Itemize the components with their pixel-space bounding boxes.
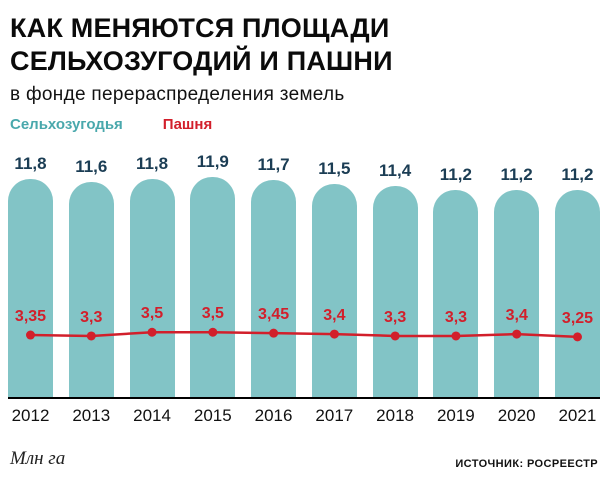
bar-value-label: 11,2 [500,164,533,184]
line-value-label: 3,3 [444,308,468,326]
bar [190,176,236,397]
bar [8,178,53,397]
bar [251,180,297,397]
plot-area: 11,8 3,35 11,6 3,3 11,8 3,5 11,9 3,5 11,7 3,45 11,… [8,145,600,397]
bar-column: 11,9 [190,151,236,397]
bar-column: 11,5 [311,159,357,397]
line-value-label: 3,35 [14,307,47,325]
line-value-label: 3,4 [505,306,528,324]
title-line-2: СЕЛЬХОЗУГОДИЙ И ПАШНИ [10,45,393,76]
page-title: КАК МЕНЯЮТСЯ ПЛОЩАДИ СЕЛЬХОЗУГОДИЙ И ПАШ… [10,12,598,78]
legend-series-2: Пашня [162,115,213,133]
footer: Млн га ИСТОЧНИК: РОСРЕЕСТР [10,448,598,470]
bar [372,185,418,397]
x-axis-line [8,396,600,399]
bar-value-label: 11,7 [257,155,290,175]
line-value-label: 3,45 [258,306,290,324]
header: КАК МЕНЯЮТСЯ ПЛОЩАДИ СЕЛЬХОЗУГОДИЙ И ПАШ… [0,0,608,133]
x-axis-label: 2012 [11,405,50,425]
bar-value-label: 11,5 [318,159,351,179]
bar-column: 11,2 [494,164,540,397]
title-line-1: КАК МЕНЯЮТСЯ ПЛОЩАДИ [10,13,390,43]
bar-value-label: 11,4 [379,160,412,180]
line-value-label: 3,25 [561,309,594,327]
line-value-label: 3,4 [323,306,346,324]
bar-column: 11,2 [554,164,600,397]
line-value-label: 3,5 [201,305,224,323]
x-axis-label: 2020 [497,405,536,425]
subtitle: в фонде перераспределения земель [10,83,345,105]
bar-column: 11,8 [8,154,53,397]
bar-value-label: 11,8 [135,153,169,173]
x-axis-label: 2018 [376,405,414,425]
source-label: ИСТОЧНИК: РОСРЕЕСТР [455,458,598,470]
bar [433,189,479,397]
bar-column: 11,8 [129,153,175,397]
bar [554,189,600,397]
x-axis-label: 2021 [558,405,597,425]
x-axis-label: 2017 [315,405,354,425]
line-value-label: 3,5 [140,305,164,323]
bar-column: 11,7 [251,155,297,397]
x-axis-label: 2016 [254,405,293,425]
bar [129,178,175,397]
chart-legend: Сельхозугодья Пашня [10,116,598,133]
bar-value-label: 11,2 [561,164,594,184]
bar-value-label: 11,2 [439,164,472,184]
line-value-label: 3,3 [80,308,103,326]
x-axis-label: 2015 [193,405,232,425]
units-label: Млн га [10,448,66,469]
bar-column: 11,4 [372,160,418,397]
bar-column: 11,2 [433,164,479,397]
bar [311,184,357,397]
chart-area: 11,8 3,35 11,6 3,3 11,8 3,5 11,9 3,5 11,7 3,45 11,… [0,145,608,426]
bar-column: 11,6 [68,157,114,397]
bar [68,182,114,397]
bar-value-label: 11,9 [196,151,229,171]
bar [494,189,540,397]
bar-value-label: 11,6 [75,157,108,177]
x-axis-label: 2014 [133,405,171,425]
x-axis-labels: 2012 2013 2014 2015 2016 2017 2018 2019 2020 2021 [8,399,600,426]
line-value-label: 3,3 [384,308,407,326]
x-axis-label: 2019 [436,405,475,425]
bar-value-label: 11,8 [14,153,47,173]
legend-series-1: Сельхозугодья [10,115,123,133]
x-axis-label: 2013 [72,405,111,425]
